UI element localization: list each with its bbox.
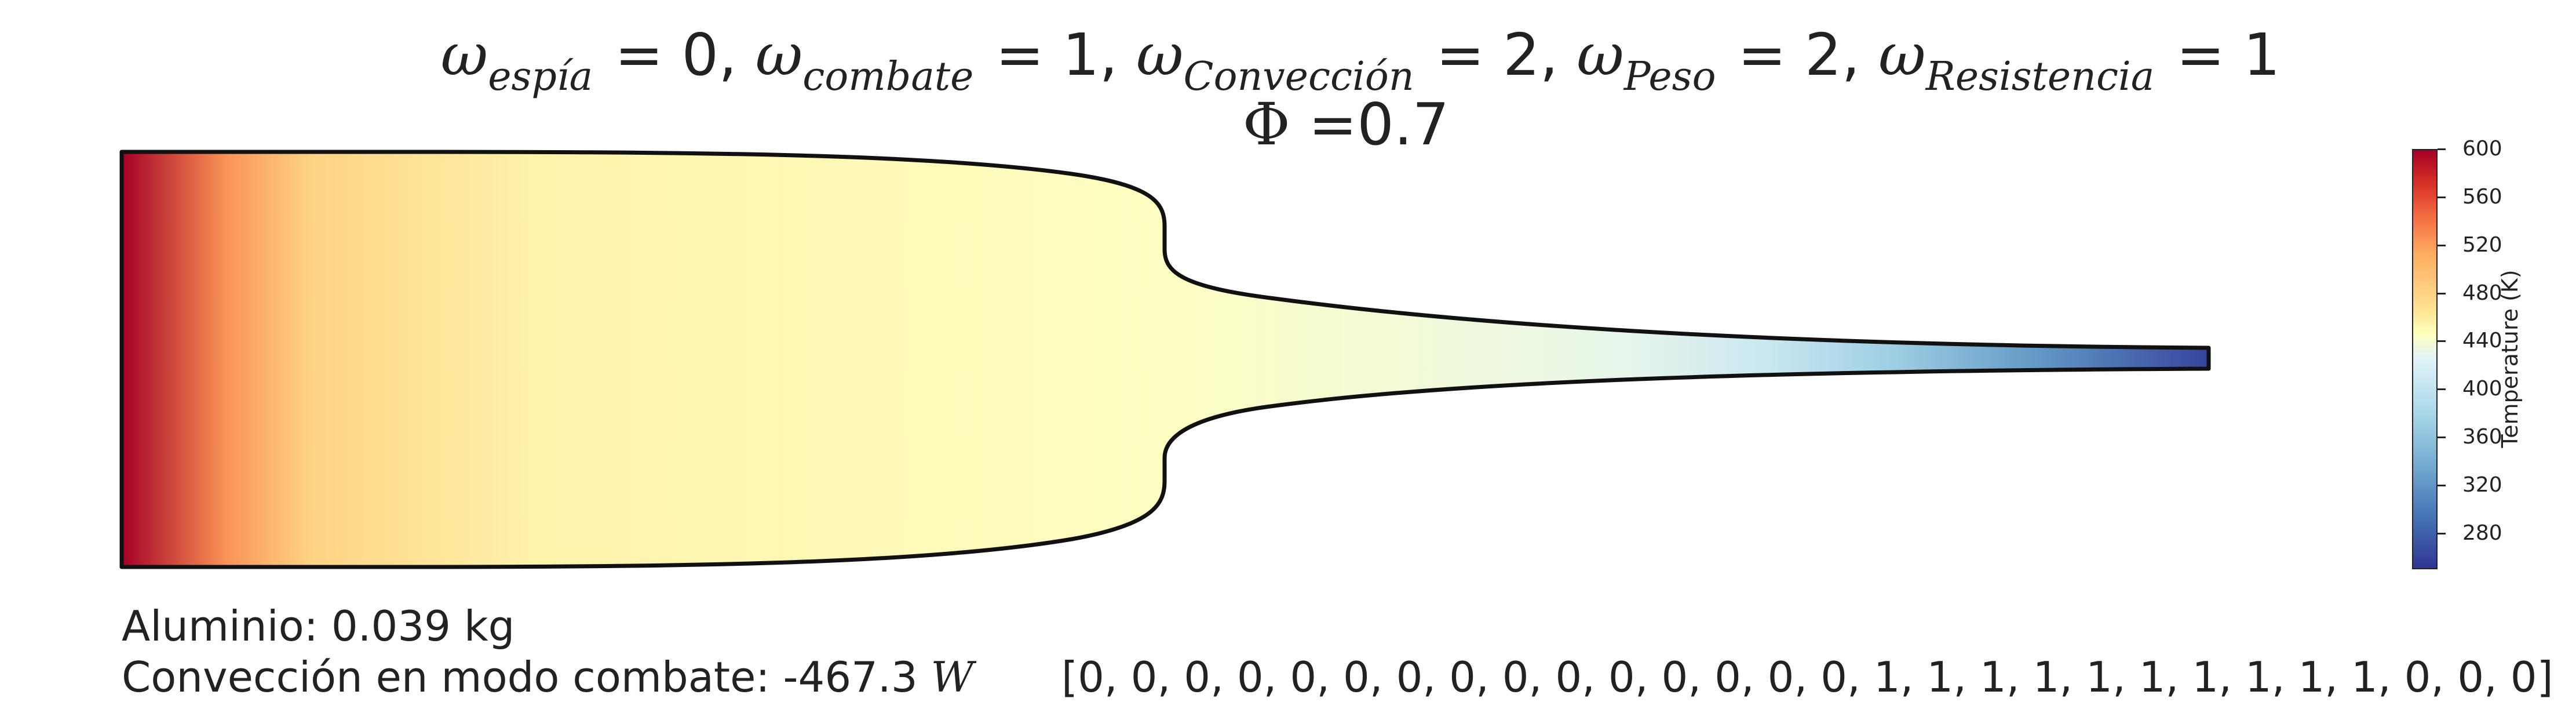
weight-subscript: Resistencia bbox=[1925, 54, 2155, 100]
weight-value: = 2, bbox=[1417, 21, 1577, 89]
omega-symbol: ω bbox=[1577, 21, 1624, 89]
colorbar-tick bbox=[2438, 532, 2446, 534]
colorbar-tick-label: 320 bbox=[2462, 473, 2502, 497]
colorbar-tick-label: 360 bbox=[2462, 425, 2502, 449]
colorbar-tick-label: 560 bbox=[2462, 184, 2502, 209]
weight-term: ωPeso = 2, bbox=[1577, 21, 1879, 100]
weight-term: ωespía = 0, bbox=[440, 21, 756, 100]
colorbar-label: Temperature (K) bbox=[2497, 270, 2523, 448]
weight-subscript: combate bbox=[802, 54, 974, 100]
weight-term: ωConvección = 2, bbox=[1136, 21, 1577, 100]
colorbar-tick bbox=[2438, 196, 2446, 198]
colorbar-tick-label: 480 bbox=[2462, 281, 2502, 305]
weight-subscript: Peso bbox=[1623, 54, 1716, 100]
colorbar-tick-label: 440 bbox=[2462, 329, 2502, 353]
design-vector-text: [0, 0, 0, 0, 0, 0, 0, 0, 0, 0, 0, 0, 0, … bbox=[1061, 653, 2553, 701]
colorbar-tick-label: 400 bbox=[2462, 377, 2502, 401]
colorbar-tick bbox=[2438, 292, 2446, 294]
convection-text: Convección en modo combate: -467.3 W bbox=[122, 654, 974, 700]
weight-value: = 0, bbox=[596, 21, 756, 89]
colorbar-tick bbox=[2438, 388, 2446, 391]
colorbar-tick bbox=[2438, 244, 2446, 246]
weight-term: ωResistencia = 1 bbox=[1878, 21, 2281, 100]
colorbar-tick bbox=[2438, 437, 2446, 439]
colorbar-tick bbox=[2438, 340, 2446, 343]
omega-symbol: ω bbox=[755, 21, 803, 89]
weight-value: = 1, bbox=[977, 21, 1136, 89]
omega-symbol: ω bbox=[1878, 21, 1926, 89]
omega-symbol: ω bbox=[440, 21, 488, 89]
omega-symbol: ω bbox=[1136, 21, 1184, 89]
convection-label: Convección en modo combate: -467.3 bbox=[122, 653, 931, 701]
colorbar-tick bbox=[2438, 148, 2446, 150]
chart-title-weights: ωespía = 0, ωcombate = 1, ωConvección = … bbox=[0, 21, 2576, 100]
fin-shape bbox=[119, 150, 2211, 569]
phi-value: =0.7 bbox=[1290, 90, 1450, 158]
colorbar-tick-label: 600 bbox=[2462, 137, 2502, 161]
weight-subscript: Convección bbox=[1183, 54, 1414, 100]
colorbar-tick-label: 280 bbox=[2462, 521, 2502, 545]
weight-subscript: espía bbox=[488, 54, 593, 100]
phi-symbol: Φ bbox=[1242, 90, 1290, 158]
weight-value: = 1 bbox=[2158, 21, 2281, 89]
colorbar bbox=[2412, 149, 2438, 569]
weight-value: = 2, bbox=[1719, 21, 1879, 89]
chart-title-phi: Φ =0.7 bbox=[0, 93, 2576, 157]
material-mass-text: Aluminio: 0.039 kg bbox=[122, 602, 515, 650]
colorbar-tick bbox=[2438, 485, 2446, 486]
convection-unit: W bbox=[931, 653, 974, 701]
colorbar-tick-label: 520 bbox=[2462, 232, 2502, 257]
weight-term: ωcombate = 1, bbox=[755, 21, 1136, 100]
